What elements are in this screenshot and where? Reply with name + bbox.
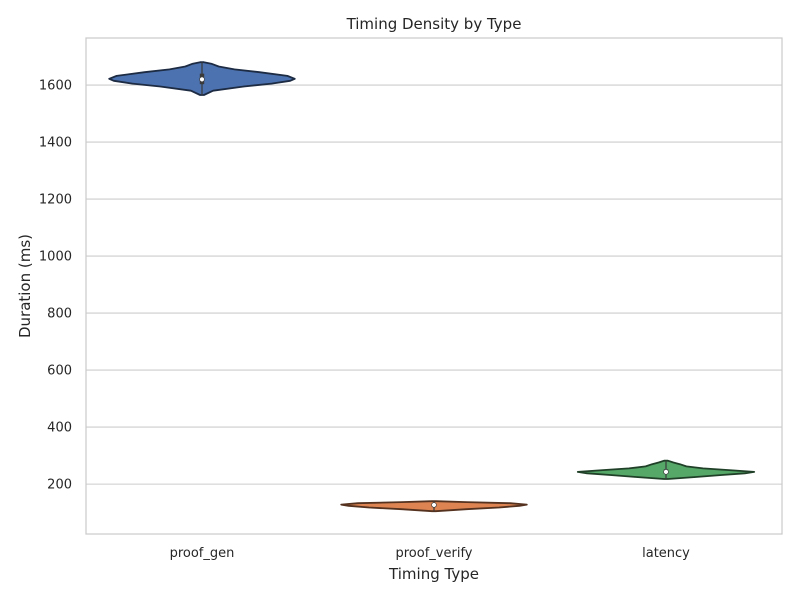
chart-title: Timing Density by Type (346, 15, 522, 33)
violin-latency (576, 459, 756, 480)
y-tick-label: 400 (47, 421, 72, 436)
violin-median-dot-proof_gen (199, 76, 205, 83)
y-tick-label: 600 (47, 364, 72, 379)
violin-layer (108, 61, 756, 513)
y-tick-label: 1000 (39, 250, 72, 265)
grid-layer (86, 84, 782, 485)
x-tick-label-proof_gen: proof_gen (170, 546, 235, 561)
y-tick-label: 1600 (39, 79, 72, 94)
y-tick-label: 1200 (39, 193, 72, 208)
x-tick-label-proof_verify: proof_verify (396, 546, 473, 561)
violin-proof_gen (108, 61, 296, 96)
y-tick-label: 200 (47, 478, 72, 493)
violin-proof_verify (340, 500, 528, 513)
y-tick-labels: 200 400 600 800 1000 1200 1400 1600 (39, 79, 72, 493)
y-tick-label: 800 (47, 307, 72, 322)
violin-median-dot-latency (663, 469, 669, 475)
violin-median-dot-proof_verify (431, 502, 437, 508)
plot-frame (85, 37, 783, 535)
y-tick-label: 1400 (39, 136, 72, 151)
x-tick-labels: proof_gen proof_verify latency (170, 546, 691, 561)
x-axis-label: Timing Type (388, 565, 479, 583)
x-tick-label-latency: latency (642, 546, 690, 561)
y-axis-label: Duration (ms) (16, 234, 34, 338)
